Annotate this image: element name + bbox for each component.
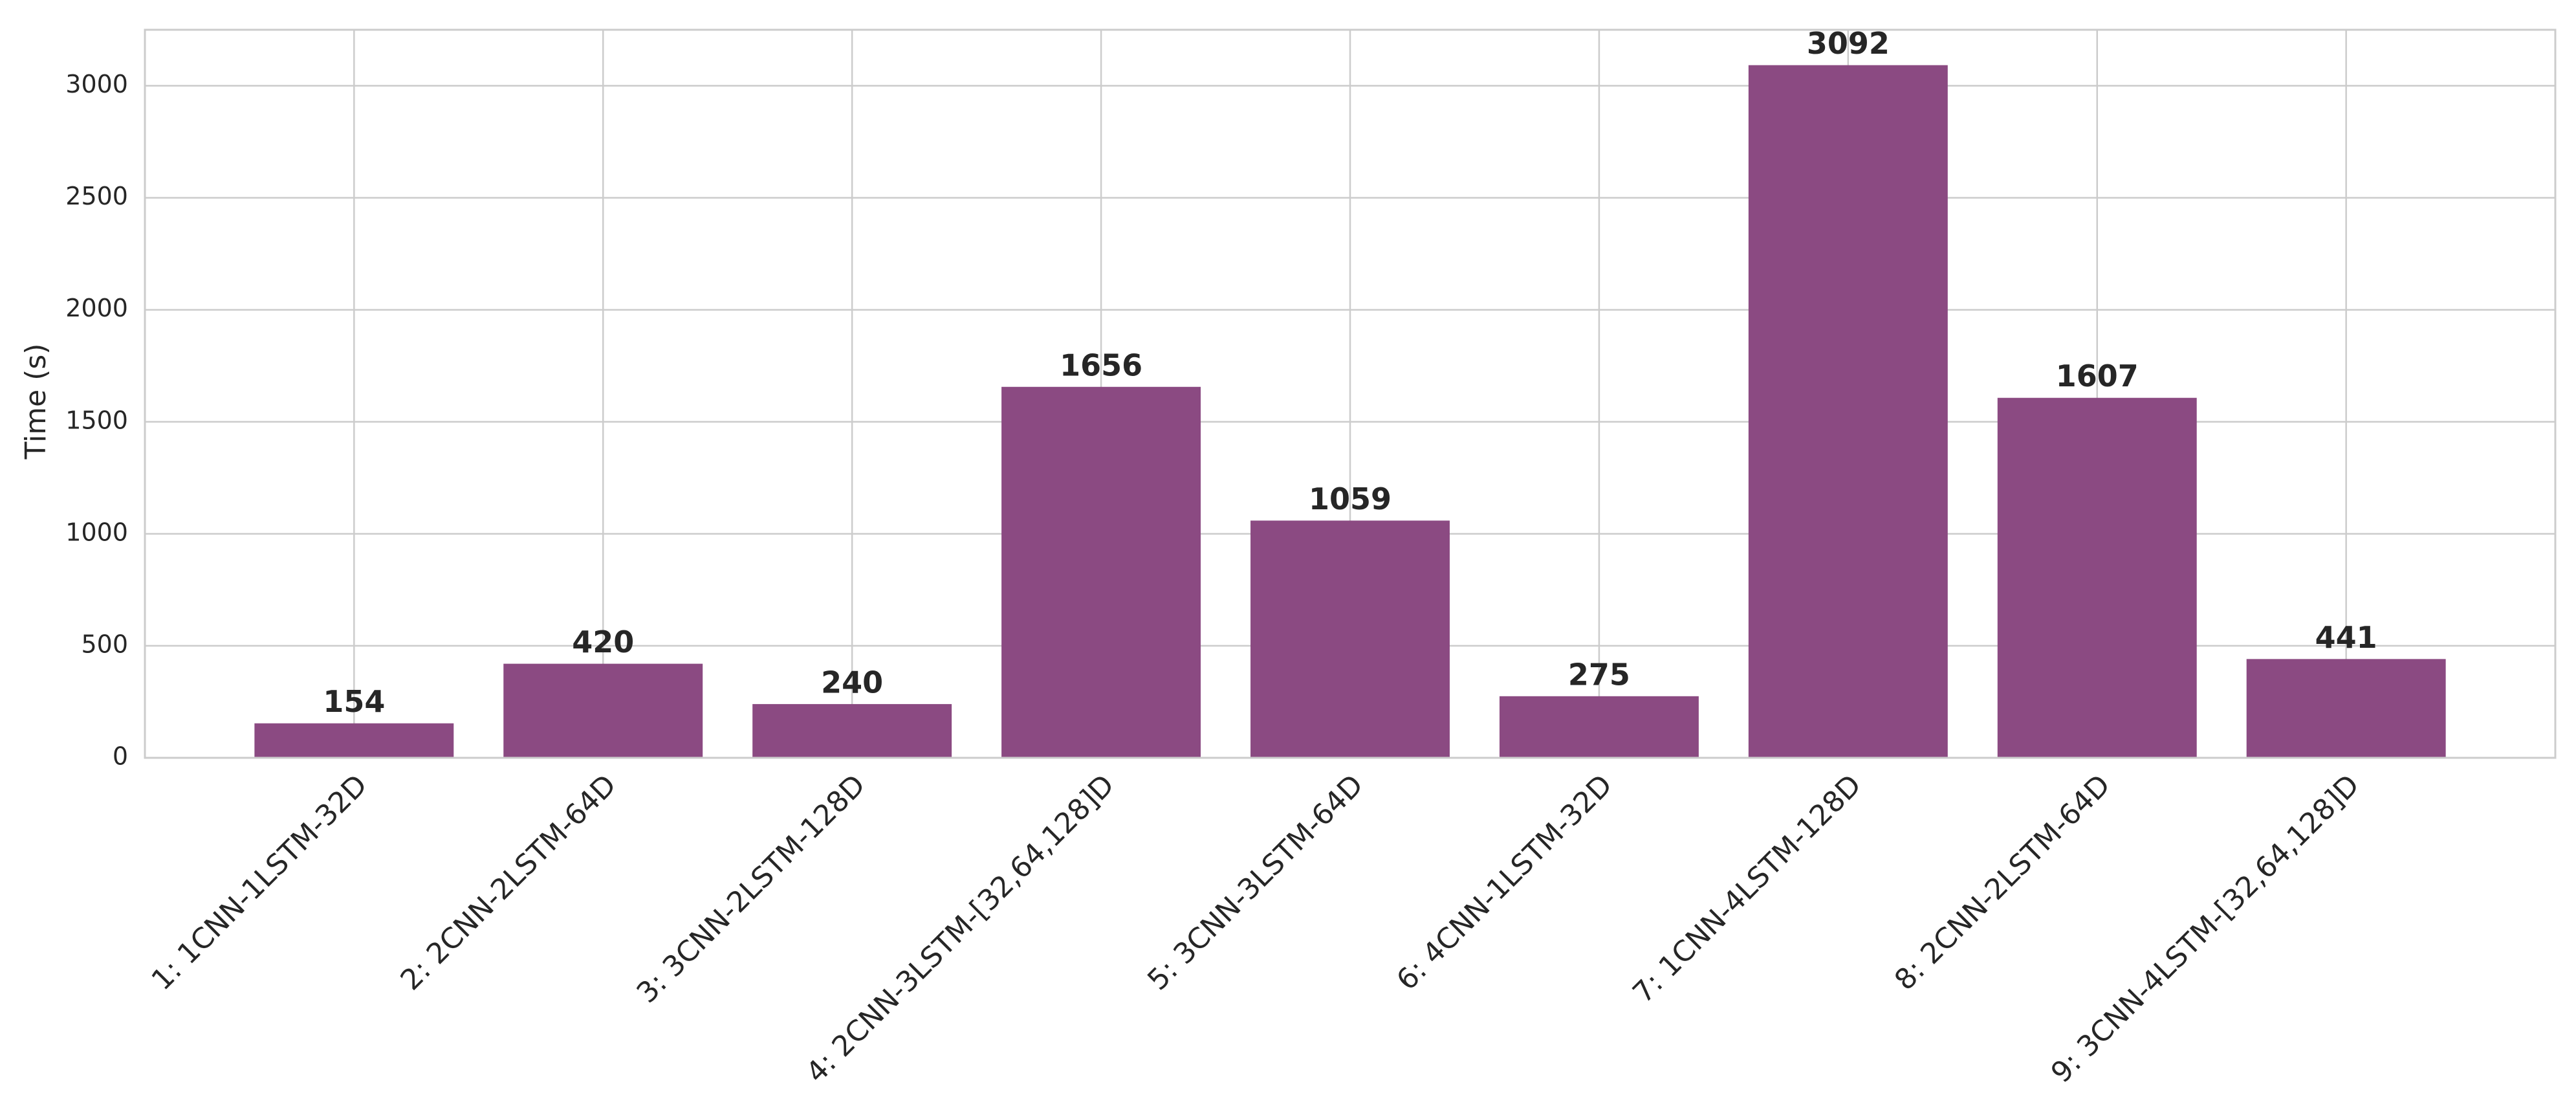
x-tick-label: 5: 3CNN-3LSTM-64D — [1141, 768, 1370, 997]
x-tick-label: 3: 3CNN-2LSTM-128D — [631, 768, 872, 1010]
value-label: 1607 — [2056, 359, 2139, 393]
x-tick-label: 6: 4CNN-1LSTM-32D — [1390, 768, 1619, 997]
value-label: 275 — [1568, 657, 1630, 692]
value-label: 420 — [572, 625, 634, 659]
value-label: 3092 — [1807, 26, 1890, 61]
x-tick-label: 2: 2CNN-2LSTM-64D — [394, 768, 622, 997]
value-label: 240 — [821, 665, 883, 700]
value-label: 441 — [2315, 620, 2377, 655]
x-tick-label: 4: 2CNN-3LSTM-[32,64,128]D — [800, 768, 1120, 1089]
y-axis-label: Time (s) — [19, 344, 52, 460]
value-label: 1059 — [1309, 481, 1392, 516]
bar — [254, 723, 454, 758]
bar — [1748, 65, 1948, 758]
bar — [1001, 386, 1201, 758]
y-tick-label: 500 — [81, 630, 128, 658]
x-tick-label: 9: 3CNN-4LSTM-[32,64,128]D — [2045, 768, 2366, 1089]
x-tick-label: 7: 1CNN-4LSTM-128D — [1626, 768, 1868, 1010]
y-tick-label: 1500 — [65, 406, 128, 434]
x-tick-label: 8: 2CNN-2LSTM-64D — [1888, 768, 2117, 997]
bar — [1997, 397, 2197, 758]
value-label: 154 — [323, 684, 385, 719]
y-tick-label: 0 — [113, 742, 128, 771]
y-tick-label: 1000 — [65, 518, 128, 546]
bar — [503, 663, 703, 758]
plot-frame — [144, 28, 2557, 759]
bar — [752, 703, 952, 758]
y-tick-label: 3000 — [65, 70, 128, 98]
value-label: 1656 — [1060, 348, 1142, 382]
x-tick-label: 1: 1CNN-1LSTM-32D — [146, 768, 374, 997]
y-tick-label: 2500 — [65, 182, 128, 210]
bar — [2246, 659, 2446, 758]
y-tick-label: 2000 — [65, 294, 128, 322]
bar — [1250, 520, 1450, 758]
bar — [1499, 696, 1699, 758]
